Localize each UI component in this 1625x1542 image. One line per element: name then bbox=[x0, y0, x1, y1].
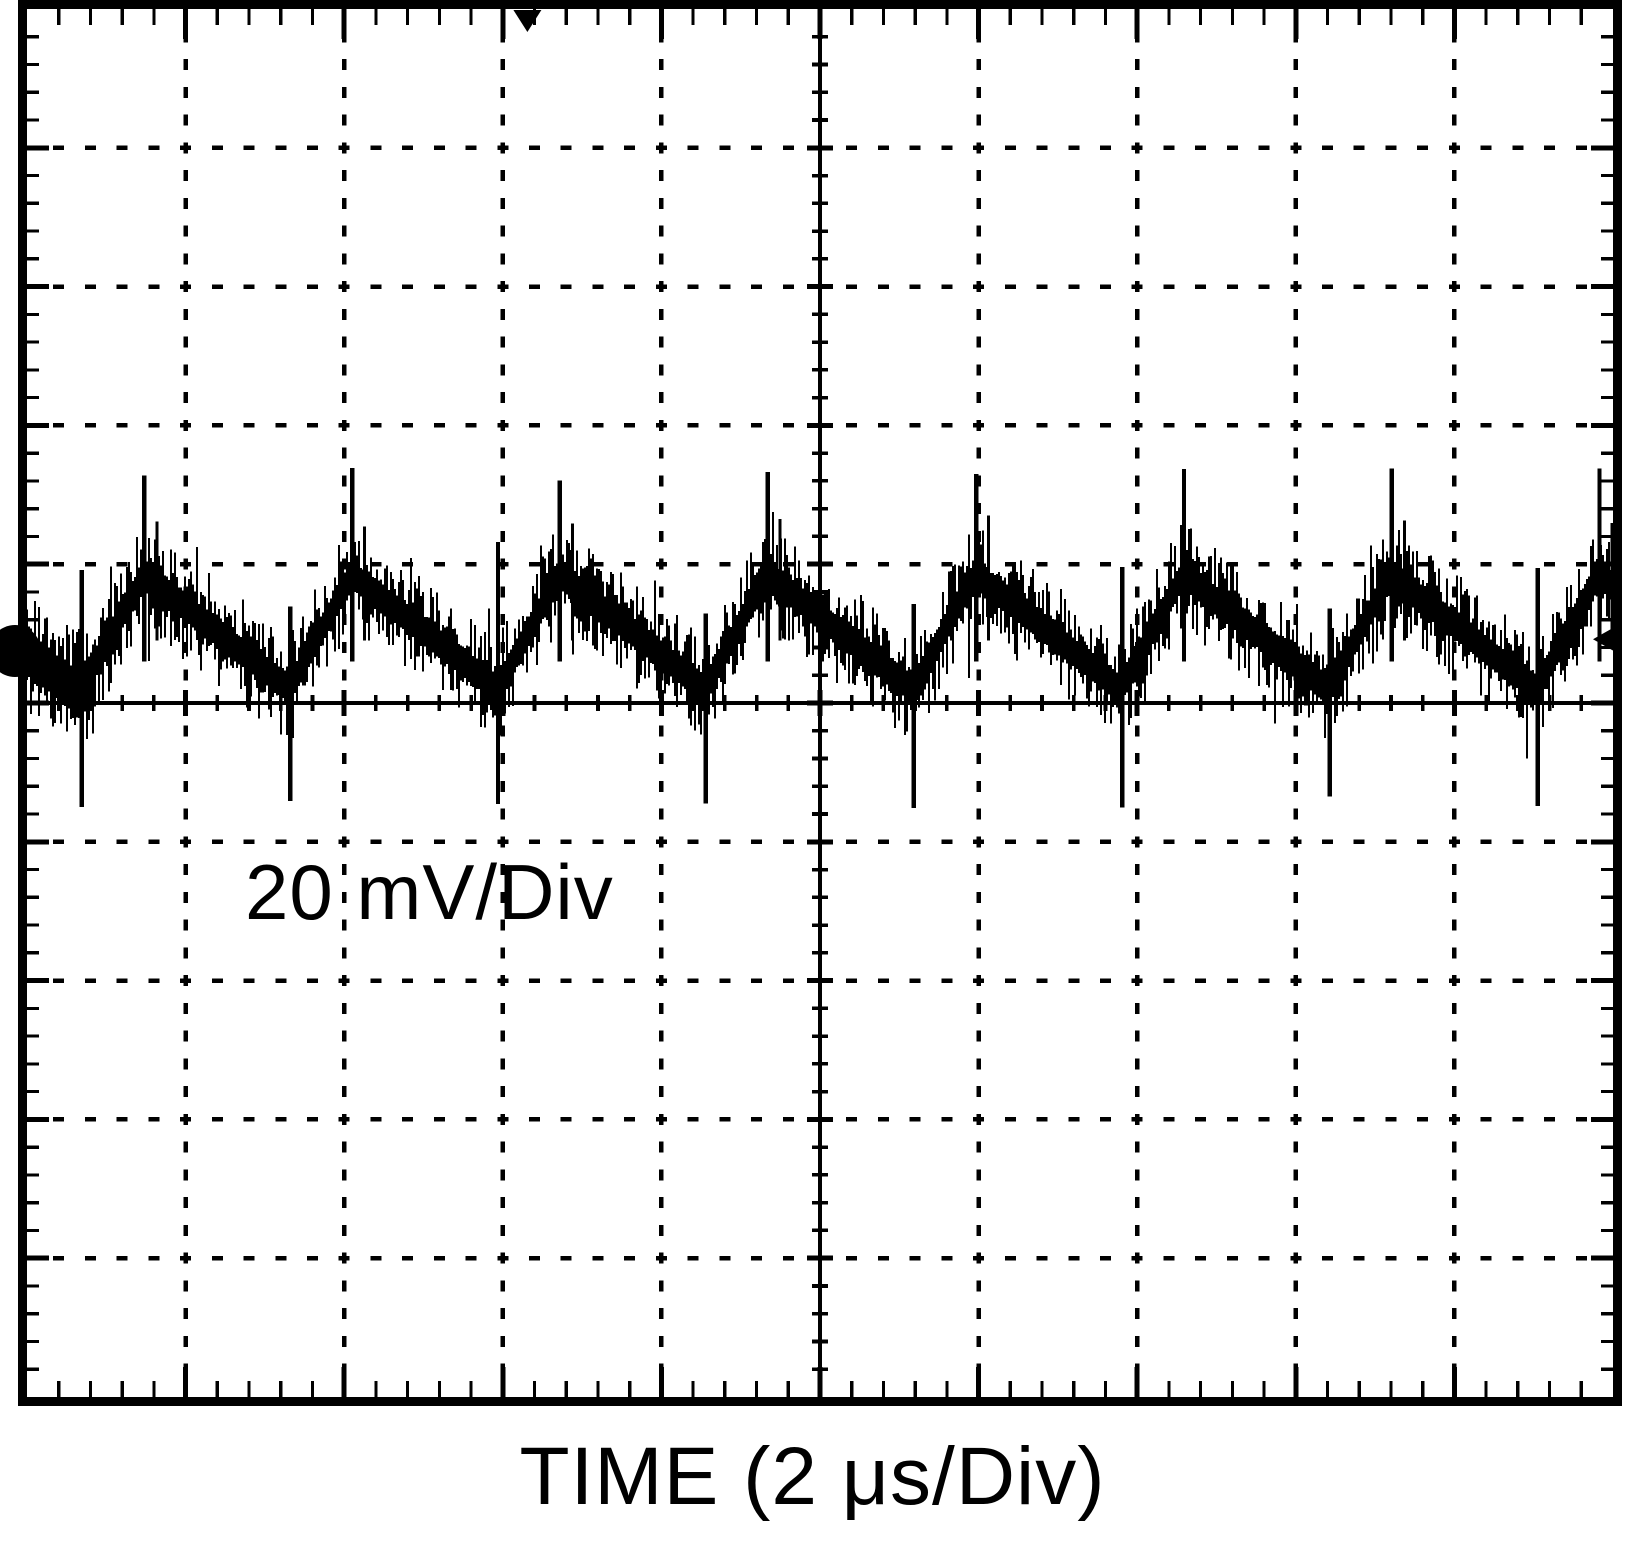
vertical-scale-label: 20 mV/Div bbox=[245, 848, 614, 936]
plot-border bbox=[18, 0, 1622, 1406]
trace-end-marker-icon bbox=[1593, 626, 1616, 653]
graticule bbox=[18, 0, 1622, 1406]
time-axis-label: TIME (2 μs/Div) bbox=[519, 1431, 1106, 1522]
waveform-trace bbox=[25, 468, 1615, 808]
trigger-marker-icon bbox=[513, 10, 542, 32]
